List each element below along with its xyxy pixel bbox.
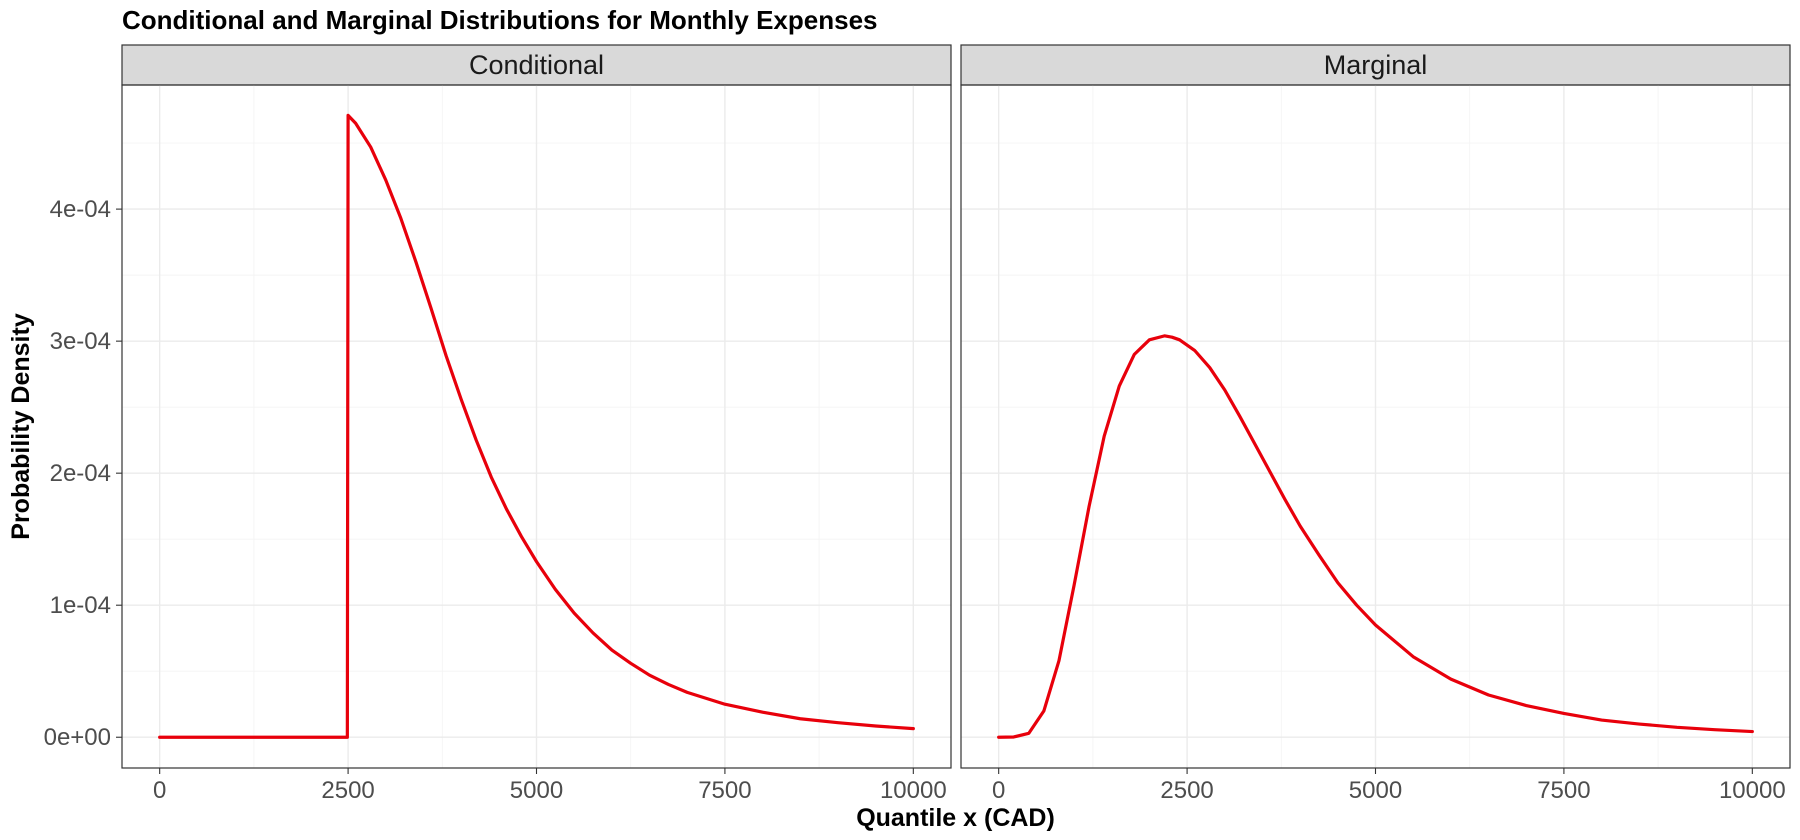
y-axis: 0e+00 1e-04 2e-04 3e-04 4e-04: [44, 196, 122, 751]
strip-marginal-bg: [960, 44, 1791, 86]
grid-marginal: [961, 85, 1790, 768]
panel-conditional: Conditional 0 2500 5000 7500 10000: [121, 44, 952, 804]
y-axis-title: Probability Density: [7, 313, 35, 540]
y-tick-label: 0e+00: [44, 724, 111, 751]
grid-conditional: [122, 85, 951, 768]
x-tick-label: 7500: [698, 777, 751, 804]
x-axis-conditional: 0 2500 5000 7500 10000: [153, 768, 947, 804]
x-tick-label: 2500: [321, 777, 374, 804]
panel-marginal: Marginal 0 2500 5000 7500 10000: [960, 44, 1791, 804]
x-tick-label: 10000: [1719, 777, 1786, 804]
x-tick-label: 7500: [1537, 777, 1590, 804]
x-tick-label: 2500: [1160, 777, 1213, 804]
strip-conditional-bg: [121, 44, 952, 86]
x-tick-label: 10000: [880, 777, 947, 804]
strip-conditional-label: Conditional: [469, 50, 604, 80]
x-tick-label: 5000: [1349, 777, 1402, 804]
x-tick-label: 0: [992, 777, 1005, 804]
y-tick-label: 4e-04: [50, 196, 111, 223]
line-marginal: [997, 334, 1754, 739]
strip-marginal-label: Marginal: [1324, 50, 1428, 80]
x-axis-marginal: 0 2500 5000 7500 10000: [992, 768, 1786, 804]
line-conditional: [158, 113, 915, 739]
x-tick-label: 0: [153, 777, 166, 804]
y-tick-label: 2e-04: [50, 460, 111, 487]
chart-title: Conditional and Marginal Distributions f…: [122, 5, 878, 35]
y-tick-label: 1e-04: [50, 592, 111, 619]
x-tick-label: 5000: [510, 777, 563, 804]
y-tick-label: 3e-04: [50, 328, 111, 355]
x-axis-title: Quantile x (CAD): [856, 804, 1055, 832]
